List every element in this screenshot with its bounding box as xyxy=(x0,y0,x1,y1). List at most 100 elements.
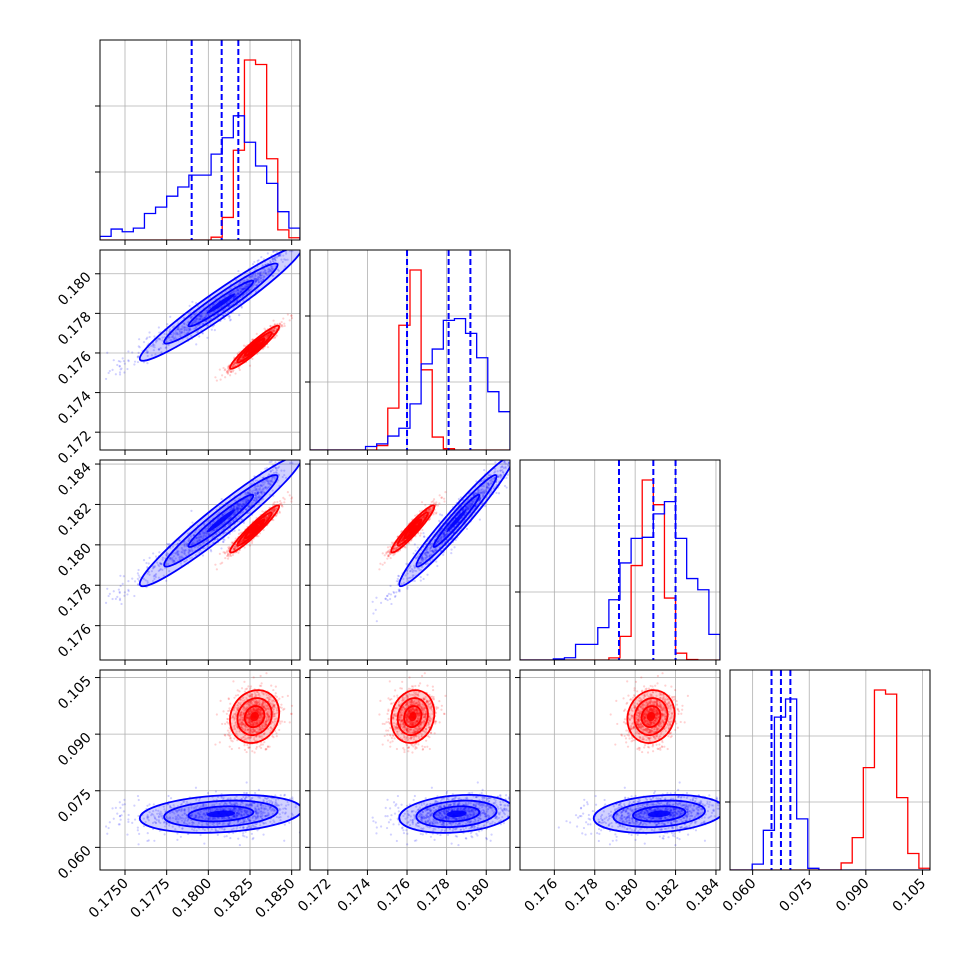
blue-point xyxy=(284,245,286,247)
blue-point xyxy=(119,371,121,373)
blue-point xyxy=(306,240,308,242)
blue-point xyxy=(238,529,240,531)
blue-point xyxy=(308,236,310,238)
y-tick-label: 0.180 xyxy=(55,269,95,309)
blue-histogram-p0 xyxy=(100,116,300,240)
blue-point xyxy=(295,446,297,448)
blue-point xyxy=(166,543,168,545)
blue-point xyxy=(137,361,139,363)
blue-point xyxy=(291,456,293,458)
blue-point xyxy=(237,270,239,272)
red-point xyxy=(386,558,388,560)
red-point xyxy=(279,323,281,325)
blue-point xyxy=(312,228,314,230)
blue-point xyxy=(124,591,126,593)
red-point xyxy=(388,550,390,552)
red-point xyxy=(222,551,224,553)
blue-point xyxy=(241,306,243,308)
blue-point xyxy=(133,363,135,365)
blue-point xyxy=(119,373,121,375)
blue-point xyxy=(105,378,107,380)
red-point xyxy=(227,558,229,560)
blue-point xyxy=(253,261,255,263)
blue-point xyxy=(87,612,89,614)
blue-point xyxy=(152,552,154,554)
red-point xyxy=(279,500,281,502)
blue-point xyxy=(109,593,111,595)
red-point xyxy=(289,494,291,496)
red-point xyxy=(234,372,236,374)
blue-point xyxy=(274,457,276,459)
panel-content xyxy=(100,40,300,240)
blue-point xyxy=(286,456,288,458)
blue-point xyxy=(287,242,289,244)
y-tick-label: 0.174 xyxy=(55,388,95,428)
blue-point xyxy=(190,510,192,512)
blue-point xyxy=(269,457,271,459)
blue-point xyxy=(155,555,157,557)
y-tick-label: 0.180 xyxy=(55,540,95,580)
red-point xyxy=(267,346,269,348)
blue-point xyxy=(234,530,236,532)
blue-point xyxy=(288,453,290,455)
y-tick-label: 0.172 xyxy=(55,428,95,468)
red-point xyxy=(239,369,241,371)
blue-point xyxy=(257,260,259,262)
y-tick-label: 0.178 xyxy=(55,581,95,621)
red-point xyxy=(227,553,229,555)
blue-point xyxy=(202,554,204,556)
panel-content xyxy=(75,225,319,389)
blue-point xyxy=(295,446,297,448)
red-point xyxy=(284,325,286,327)
red-point xyxy=(281,504,283,506)
blue-point xyxy=(158,551,160,553)
blue-point xyxy=(127,580,129,582)
red-point xyxy=(384,554,386,556)
blue-point xyxy=(210,550,212,552)
red-point xyxy=(439,494,441,496)
red-point xyxy=(291,317,293,319)
blue-point xyxy=(206,337,208,339)
blue-point xyxy=(127,589,129,591)
blue-point xyxy=(165,580,167,582)
red-point xyxy=(272,320,274,322)
red-point xyxy=(214,376,216,378)
red-point xyxy=(379,563,381,565)
blue-point xyxy=(287,435,289,437)
blue-histogram-p1 xyxy=(310,319,510,450)
blue-point xyxy=(119,575,121,577)
blue-point xyxy=(106,352,108,354)
red-point xyxy=(389,546,391,548)
blue-point xyxy=(312,233,314,235)
blue-point xyxy=(274,461,276,463)
red-point xyxy=(226,550,228,552)
red-point xyxy=(221,562,223,564)
red-point xyxy=(281,321,283,323)
red-point xyxy=(214,564,216,566)
blue-point xyxy=(137,356,139,358)
red-point xyxy=(438,502,440,504)
red-point xyxy=(435,512,437,514)
blue-point xyxy=(238,314,240,316)
blue-point xyxy=(285,452,287,454)
red-point xyxy=(421,529,423,531)
blue-point xyxy=(116,596,118,598)
red-point xyxy=(251,358,253,360)
blue-point xyxy=(280,450,282,452)
red-point xyxy=(289,319,291,321)
red-point xyxy=(274,501,276,503)
blue-point xyxy=(122,357,124,359)
blue-point xyxy=(123,360,125,362)
red-point xyxy=(287,313,289,315)
red-point xyxy=(414,515,416,517)
red-point xyxy=(229,374,231,376)
red-point xyxy=(384,562,386,564)
blue-point xyxy=(119,599,121,601)
blue-point xyxy=(287,455,289,457)
red-point xyxy=(222,367,224,369)
blue-point xyxy=(138,338,140,340)
y-tick-label: 0.182 xyxy=(55,500,95,540)
blue-point xyxy=(189,305,191,307)
